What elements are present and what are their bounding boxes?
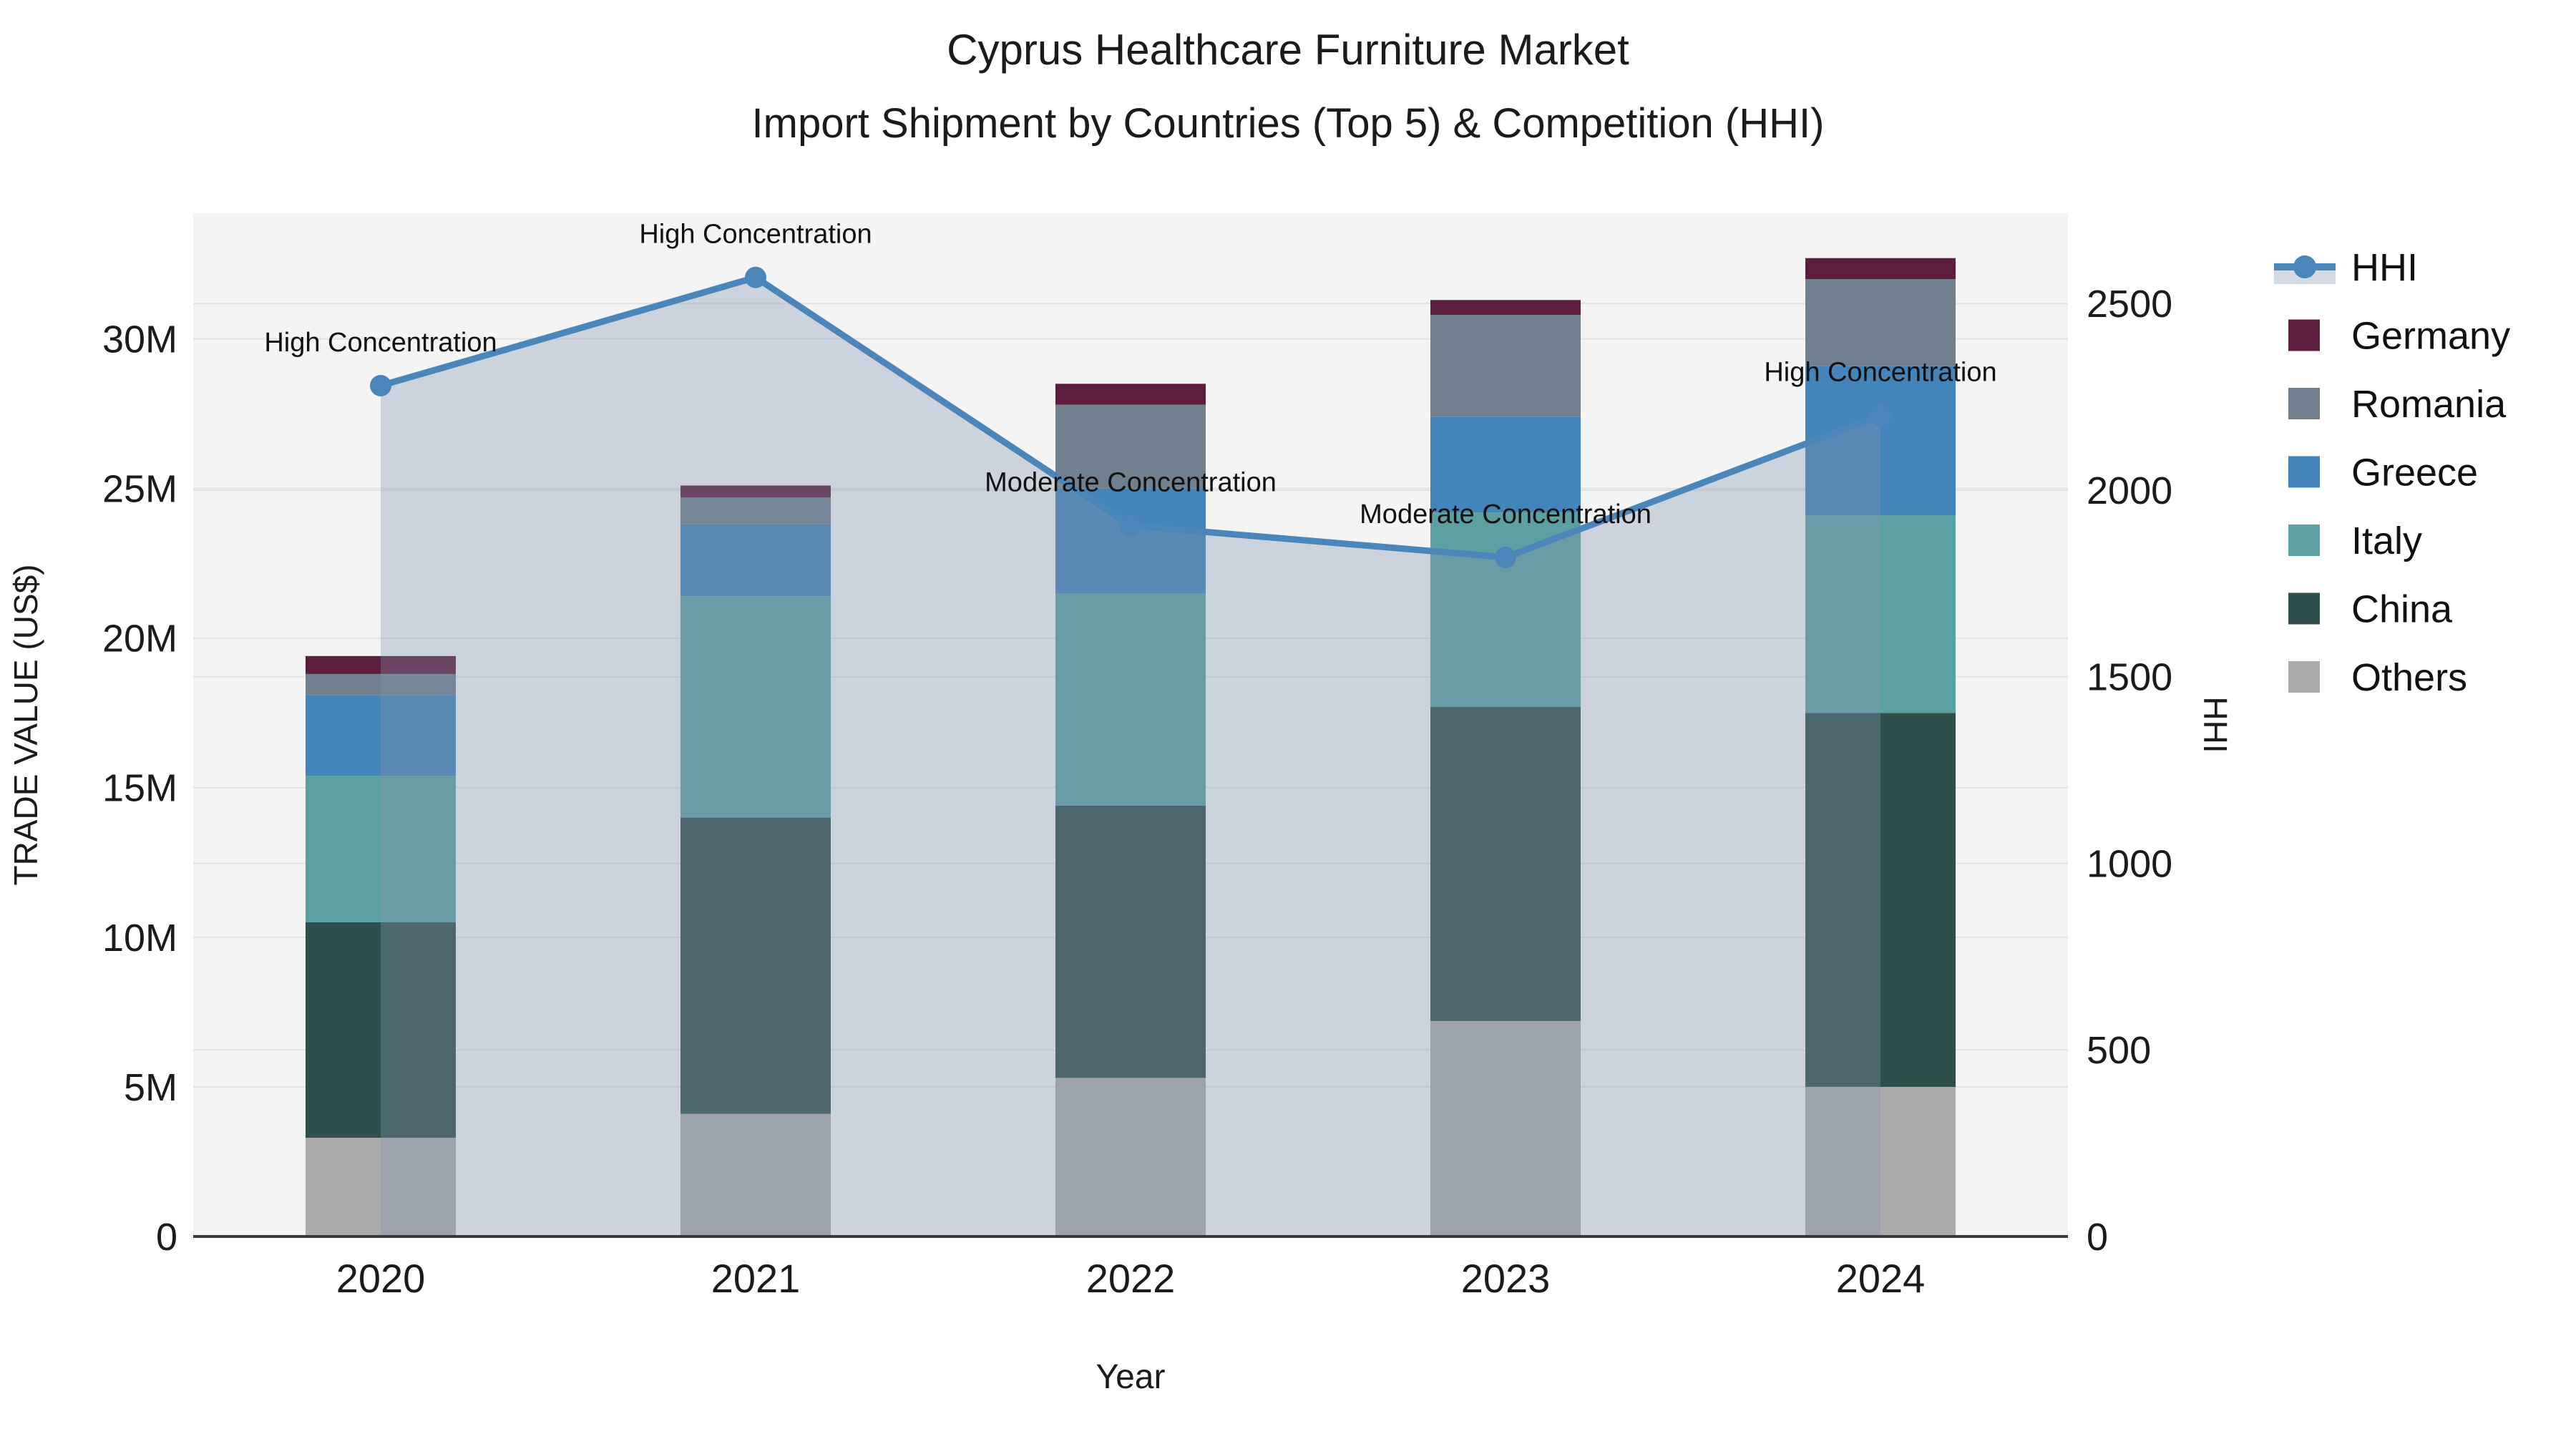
hhi-area-fill — [381, 277, 1880, 1237]
legend-item-italy[interactable]: Italy — [2288, 519, 2422, 562]
legend-label-others: Others — [2351, 656, 2467, 699]
hhi-marker-2024[interactable] — [1870, 404, 1891, 426]
chart-title-line2: Import Shipment by Countries (Top 5) & C… — [751, 100, 1825, 147]
bar-segment-germany-2022[interactable] — [1055, 384, 1206, 405]
bar-segment-romania-2023[interactable] — [1430, 315, 1581, 417]
x-tick-2024: 2024 — [1836, 1256, 1926, 1301]
bar-segment-italy-2022[interactable] — [1055, 593, 1206, 806]
chart-title: Cyprus Healthcare Furniture Market Impor… — [0, 29, 2576, 145]
bar-segment-china-2021[interactable] — [680, 817, 831, 1114]
bar-segment-greece-2023[interactable] — [1430, 416, 1581, 513]
chart-title-line1: Cyprus Healthcare Furniture Market — [947, 26, 1629, 74]
y-left-tick-20M: 20M — [102, 618, 177, 660]
y-right-tick-1500: 1500 — [2087, 656, 2172, 699]
annotation-2023: Moderate Concentration — [1360, 499, 1652, 530]
bar-segment-romania-2021[interactable] — [680, 497, 831, 525]
legend-label-greece: Greece — [2351, 451, 2478, 494]
bar-segment-greece-2020[interactable] — [306, 695, 456, 776]
bar-segment-greece-2022[interactable] — [1055, 488, 1206, 594]
bar-segment-others-2020[interactable] — [306, 1138, 456, 1236]
x-tick-2023: 2023 — [1461, 1256, 1551, 1301]
legend-item-china[interactable]: China — [2288, 587, 2453, 630]
x-tick-2020: 2020 — [336, 1256, 426, 1301]
bar-segment-others-2022[interactable] — [1055, 1078, 1206, 1236]
bar-segment-germany-2023[interactable] — [1430, 300, 1581, 316]
legend-swatch-italy — [2288, 525, 2320, 556]
legend-hhi-marker-swatch — [2293, 255, 2316, 278]
legend-item-romania[interactable]: Romania — [2288, 383, 2507, 426]
y-left-tick-30M: 30M — [102, 318, 177, 361]
legend-swatch-others — [2288, 661, 2320, 693]
legend-swatch-romania — [2288, 388, 2320, 419]
annotation-2024: High Concentration — [1764, 358, 1996, 388]
bar-segment-china-2024[interactable] — [1805, 713, 1956, 1087]
bar-segment-china-2023[interactable] — [1430, 706, 1581, 1021]
bar-segment-germany-2020[interactable] — [306, 655, 456, 674]
bar-segment-germany-2024[interactable] — [1805, 258, 1956, 279]
legend-label-italy: Italy — [2351, 519, 2422, 562]
hhi-marker-2022[interactable] — [1120, 514, 1141, 537]
legend-label-china: China — [2351, 587, 2453, 630]
y-left-tick-25M: 25M — [102, 468, 177, 511]
annotation-2022: Moderate Concentration — [985, 468, 1277, 498]
bar-segment-romania-2024[interactable] — [1805, 278, 1956, 366]
legend-swatch-germany — [2288, 319, 2320, 351]
x-tick-2022: 2022 — [1086, 1256, 1176, 1301]
y-right-tick-0: 0 — [2087, 1216, 2108, 1259]
bar-segment-greece-2021[interactable] — [680, 524, 831, 597]
bar-segment-others-2021[interactable] — [680, 1113, 831, 1236]
y-left-tick-0: 0 — [156, 1216, 177, 1259]
y-left-tick-5M: 5M — [124, 1066, 177, 1109]
bar-segment-others-2023[interactable] — [1430, 1020, 1581, 1236]
annotation-2021: High Concentration — [639, 220, 872, 250]
bar-segment-italy-2021[interactable] — [680, 596, 831, 818]
y-right-tick-500: 500 — [2087, 1029, 2151, 1072]
bar-segment-romania-2022[interactable] — [1055, 404, 1206, 489]
bar-segment-italy-2023[interactable] — [1430, 512, 1581, 707]
bar-segment-italy-2024[interactable] — [1805, 515, 1956, 713]
legend-item-germany[interactable]: Germany — [2288, 314, 2510, 357]
hhi-marker-2020[interactable] — [370, 374, 391, 396]
hhi-marker-2023[interactable] — [1495, 546, 1516, 568]
x-axis-title: Year — [1096, 1358, 1166, 1396]
bar-segment-romania-2020[interactable] — [306, 673, 456, 696]
bar-segment-others-2024[interactable] — [1805, 1086, 1956, 1236]
y-left-axis-title: TRADE VALUE (US$) — [7, 564, 44, 885]
x-tick-2021: 2021 — [711, 1256, 801, 1301]
legend-swatch-china — [2288, 592, 2320, 625]
legend-swatch-greece — [2288, 456, 2320, 488]
bar-segment-greece-2024[interactable] — [1805, 366, 1956, 516]
bar-segment-germany-2021[interactable] — [680, 485, 831, 498]
annotation-2020: High Concentration — [264, 328, 497, 358]
y-right-axis-title: HHI — [2197, 696, 2234, 753]
legend-item-hhi[interactable]: HHI — [2274, 246, 2418, 289]
hhi-marker-2021[interactable] — [745, 266, 766, 288]
y-right-tick-2000: 2000 — [2087, 469, 2172, 512]
y-left-tick-10M: 10M — [102, 917, 177, 960]
legend-item-others[interactable]: Others — [2288, 656, 2467, 699]
bar-segment-china-2022[interactable] — [1055, 805, 1206, 1078]
y-right-tick-1000: 1000 — [2087, 842, 2172, 885]
legend-label-romania: Romania — [2351, 383, 2507, 426]
y-right-tick-2500: 2500 — [2087, 283, 2172, 326]
bar-segment-italy-2020[interactable] — [306, 776, 456, 922]
legend-label-hhi: HHI — [2351, 246, 2418, 289]
bar-segment-china-2020[interactable] — [306, 922, 456, 1138]
y-left-tick-15M: 15M — [102, 767, 177, 810]
legend-label-germany: Germany — [2351, 314, 2510, 357]
legend-item-greece[interactable]: Greece — [2288, 451, 2478, 494]
